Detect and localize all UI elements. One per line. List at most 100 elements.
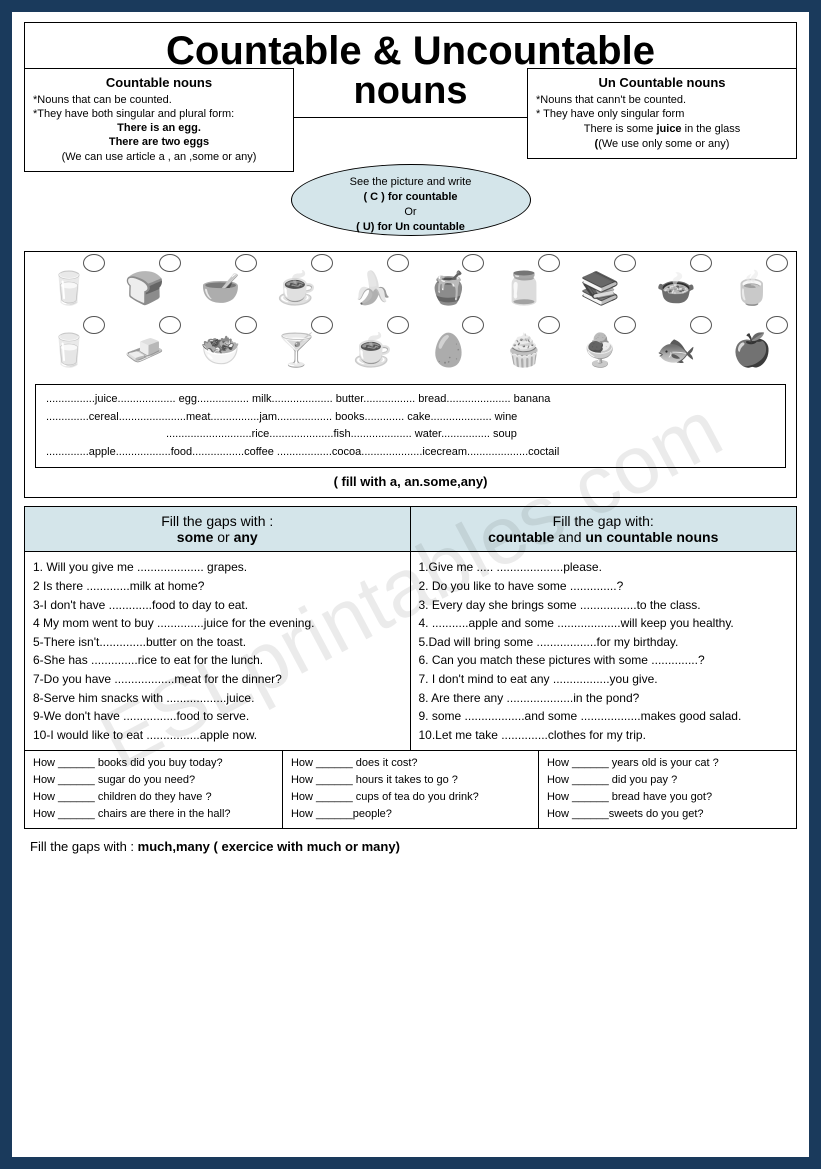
bottom-item: How ______sweets do you get? <box>547 806 788 823</box>
exercise-item: 6-She has ..............rice to eat for … <box>33 651 402 670</box>
images-box: 🥛 🍞 🥣 ☕ 🍌 🍯 🫙 📚 🍲 🍵 🥛 🧈 🥗 🍸 ☕ 🥚 🧁 🍨 🐟 🍎 ................ju… <box>24 251 797 498</box>
food-item: 🥣 <box>191 260 251 316</box>
exercise-item: 7. I don't mind to eat any .............… <box>419 670 789 689</box>
food-item: 🍌 <box>343 260 403 316</box>
wordlist-l2: ..............cereal....................… <box>46 409 775 427</box>
food-icon: 🫙 <box>504 269 544 307</box>
food-item: 🥗 <box>191 322 251 378</box>
countable-ex2: There are two eggs <box>33 136 285 148</box>
bottom-item: How ______ did you pay ? <box>547 772 788 789</box>
food-icon: 🧈 <box>125 331 165 369</box>
bottom-item: How ______ cups of tea do you drink? <box>291 789 530 806</box>
exercise-left: Fill the gaps with : some or any 1. Will… <box>25 507 411 750</box>
exercise-item: 5.Dad will bring some ..................… <box>419 633 789 652</box>
bottom-item: How ______people? <box>291 806 530 823</box>
exercise-item: 9. some ..................and some .....… <box>419 707 789 726</box>
food-item: ☕ <box>267 260 327 316</box>
image-row-1: 🥛 🍞 🥣 ☕ 🍌 🍯 🫙 📚 🍲 🍵 <box>31 260 790 316</box>
food-item: 🍨 <box>570 322 630 378</box>
food-icon: 🍞 <box>125 269 165 307</box>
wordlist: ................juice...................… <box>35 384 786 468</box>
food-icon: 🍯 <box>428 269 468 307</box>
exercise-item: 2. Do you like to have some ............… <box>419 577 789 596</box>
food-item: 🫙 <box>494 260 554 316</box>
food-icon: 🍲 <box>656 269 696 307</box>
exercise-item: 5-There isn't..............butter on the… <box>33 633 402 652</box>
food-item: 🥛 <box>39 322 99 378</box>
exercise-left-header: Fill the gaps with : some or any <box>25 507 410 552</box>
food-icon: 🐟 <box>656 331 696 369</box>
wordlist-l4: ..............apple..................foo… <box>46 444 775 462</box>
countable-ex1: There is an egg. <box>33 122 285 134</box>
food-item: 🥚 <box>418 322 478 378</box>
exercise-item: 2 Is there .............milk at home? <box>33 577 402 596</box>
food-item: 🍞 <box>115 260 175 316</box>
exercise-item: 3. Every day she brings some ...........… <box>419 596 789 615</box>
food-item: 🧁 <box>494 322 554 378</box>
bottom-grid: How ______ books did you buy today?How _… <box>24 751 797 828</box>
uncountable-rule1: *Nouns that cann't be counted. <box>536 94 788 106</box>
image-row-2: 🥛 🧈 🥗 🍸 ☕ 🥚 🧁 🍨 🐟 🍎 <box>31 322 790 378</box>
food-item: ☕ <box>343 322 403 378</box>
uncountable-note: ((We use only some or any) <box>536 138 788 150</box>
food-icon: 🧁 <box>504 331 544 369</box>
bottom-item: How ______ years old is your cat ? <box>547 755 788 772</box>
exercise-item: 8. Are there any ....................in … <box>419 689 789 708</box>
bottom-item: How ______ books did you buy today? <box>33 755 274 772</box>
uncountable-box: Un Countable nouns *Nouns that cann't be… <box>527 68 797 159</box>
exercise-item: 7-Do you have ..................meat for… <box>33 670 402 689</box>
exercise-right-header: Fill the gap with: countable and un coun… <box>411 507 797 552</box>
food-icon: 🥛 <box>49 269 89 307</box>
exercise-item: 8-Serve him snacks with ................… <box>33 689 402 708</box>
food-icon: 🍸 <box>277 331 317 369</box>
food-icon: 🍨 <box>580 331 620 369</box>
countable-box: Countable nouns *Nouns that can be count… <box>24 68 294 172</box>
bottom-item: How ______ bread have you got? <box>547 789 788 806</box>
wordlist-l3: ............................rice........… <box>46 426 775 444</box>
uncountable-ex1: There is some juice in the glass <box>536 123 788 135</box>
countable-heading: Countable nouns <box>33 75 285 90</box>
bottom-item: How ______ chairs are there in the hall? <box>33 806 274 823</box>
concept-row: Countable nouns *Nouns that can be count… <box>24 68 797 243</box>
food-item: 🐟 <box>646 322 706 378</box>
bottom-item: How ______ hours it takes to go ? <box>291 772 530 789</box>
exercise-right: Fill the gap with: countable and un coun… <box>411 507 797 750</box>
bottom-col-3: How ______ years old is your cat ?How __… <box>539 751 796 827</box>
food-item: 🍎 <box>722 322 782 378</box>
food-item: 🍲 <box>646 260 706 316</box>
exercise-item: 9-We don't have ................food to … <box>33 707 402 726</box>
food-icon: 🥣 <box>201 269 241 307</box>
wordlist-l1: ................juice...................… <box>46 391 775 409</box>
uncountable-rule2: * They have only singular form <box>536 108 788 120</box>
bottom-col-2: How ______ does it cost?How ______ hours… <box>282 751 539 827</box>
exercise-item: 10-I would like to eat ................a… <box>33 726 402 745</box>
worksheet-page: ESLprintables.com Countable & Uncountabl… <box>12 12 809 1157</box>
fill-instruction: ( fill with a, an.some,any) <box>31 474 790 489</box>
bottom-item: How ______ sugar do you need? <box>33 772 274 789</box>
exercise-grid: Fill the gaps with : some or any 1. Will… <box>24 506 797 751</box>
food-icon: ☕ <box>277 269 317 307</box>
bottom-item: How ______ does it cost? <box>291 755 530 772</box>
bottom-col-1: How ______ books did you buy today?How _… <box>25 751 282 827</box>
food-item: 🥛 <box>39 260 99 316</box>
countable-rule2: *They have both singular and plural form… <box>33 108 285 120</box>
food-icon: 🥚 <box>428 331 468 369</box>
food-item: 📚 <box>570 260 630 316</box>
food-icon: 🍌 <box>353 269 393 307</box>
food-icon: ☕ <box>353 331 393 369</box>
countable-rule1: *Nouns that can be counted. <box>33 94 285 106</box>
bottom-item: How ______ children do they have ? <box>33 789 274 806</box>
final-instruction: Fill the gaps with : much,many ( exercic… <box>24 839 797 854</box>
exercise-left-body: 1. Will you give me ....................… <box>25 552 410 750</box>
food-item: 🧈 <box>115 322 175 378</box>
exercise-item: 3-I don't have .............food to day … <box>33 596 402 615</box>
food-icon: 🥗 <box>201 331 241 369</box>
exercise-right-body: 1.Give me ..... ....................plea… <box>411 552 797 750</box>
food-icon: 🍎 <box>732 331 772 369</box>
countable-note: (We can use article a , an ,some or any) <box>33 151 285 163</box>
instruction-oval: See the picture and write ( C ) for coun… <box>291 164 531 236</box>
food-icon: 🍵 <box>732 269 772 307</box>
food-item: 🍯 <box>418 260 478 316</box>
uncountable-heading: Un Countable nouns <box>536 75 788 90</box>
exercise-item: 10.Let me take ..............clothes for… <box>419 726 789 745</box>
